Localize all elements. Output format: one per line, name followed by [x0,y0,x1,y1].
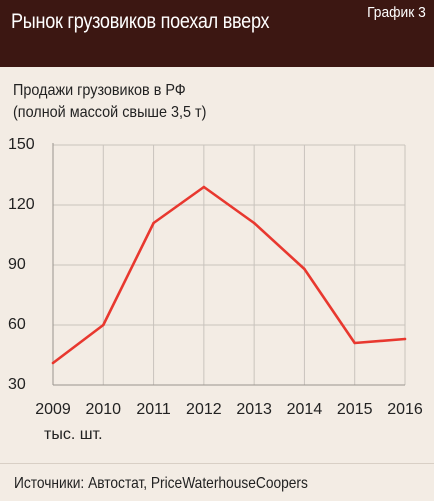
x-tick-label: 2011 [136,401,171,418]
footer: Источники: Автостат, PriceWaterhouseCoop… [0,463,434,501]
data-point [51,361,55,365]
data-point [252,221,256,225]
header-bar: Рынок грузовиков поехал вверх График 3 [0,0,434,67]
data-point [403,337,407,341]
x-tick-label: 2015 [337,401,373,418]
axes [52,143,405,386]
chart-number-label: График 3 [367,4,426,21]
grid-lines [53,144,406,385]
x-tick-label: 2009 [35,401,71,418]
x-axis-unit-label: тыс. шт. [44,426,103,443]
x-tick-labels: 2009 2010 2011 2012 2013 2014 2015 2016 [35,401,423,418]
data-point [353,341,356,345]
x-tick-label: 2016 [387,401,423,418]
x-tick-label: 2014 [287,401,323,418]
x-tick-label: 2010 [85,401,121,418]
x-tick-label: 2012 [186,401,222,418]
y-tick-label: 120 [8,196,35,213]
source-note: Источники: Автостат, PriceWaterhouseCoop… [14,475,308,492]
y-tick-label: 60 [8,316,26,333]
chart-subtitle: (полной массой свыше 3,5 т) [13,104,207,121]
data-point [152,221,155,225]
data-point [202,185,206,189]
chart-title: Продажи грузовиков в РФ [13,82,186,99]
y-tick-label: 150 [8,136,35,153]
data-point [303,267,306,271]
y-tick-label: 90 [8,256,26,273]
page-title: Рынок грузовиков поехал вверх [11,10,270,33]
x-tick-label: 2013 [236,401,272,418]
series-layer [51,185,407,365]
data-point [102,323,105,327]
y-tick-label: 30 [8,376,26,393]
series-line [51,185,407,365]
line-chart: 30 60 90 120 150 2009 2010 2011 2012 2013 2014 201… [8,136,423,443]
y-tick-labels: 30 60 90 120 150 [8,136,35,393]
